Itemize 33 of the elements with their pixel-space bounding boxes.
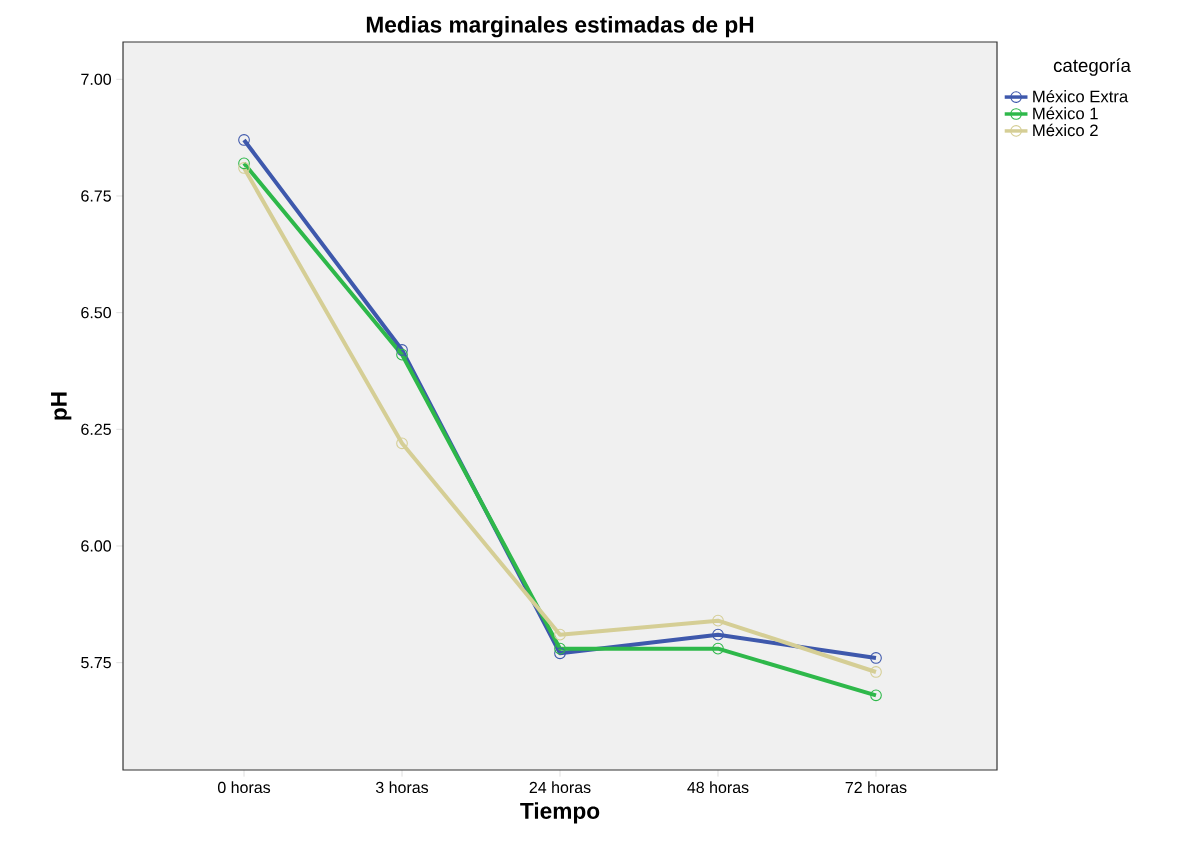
y-tick-label: 6.75	[81, 190, 111, 202]
legend-label: México Extra	[1033, 89, 1129, 103]
x-tick-label: 0 horas	[217, 781, 271, 794]
point	[870, 652, 882, 664]
point	[396, 348, 408, 361]
x-tick-label: 48 horas	[687, 781, 749, 794]
y-tick-label: 6.00	[81, 540, 112, 552]
point	[554, 642, 566, 655]
point	[712, 614, 724, 627]
point	[554, 647, 566, 660]
legend-title: categoría	[1053, 58, 1131, 76]
y-tick-label: 5.75	[81, 657, 111, 669]
x-axis-title: Tiempo	[520, 802, 600, 824]
legend-label: México 2	[1033, 123, 1098, 137]
x-tick-label: 24 horas	[529, 781, 591, 794]
x-tick-label: 72 horas	[845, 781, 907, 794]
y-tick-label: 7.00	[81, 73, 112, 85]
point	[238, 134, 250, 146]
point	[396, 437, 408, 450]
chart-title: Medias marginales estimadas de pH	[366, 16, 754, 38]
legend-label: México 1	[1033, 106, 1098, 120]
y-tick-label: 6.50	[81, 306, 112, 319]
point	[238, 162, 250, 174]
y-axis-title: pH	[51, 392, 72, 420]
point	[712, 642, 724, 655]
point	[554, 628, 566, 641]
point	[712, 628, 724, 641]
point	[396, 344, 408, 356]
point	[870, 689, 882, 702]
y-tick-label: 6.25	[81, 423, 111, 435]
point	[238, 157, 250, 170]
x-tick-label: 3 horas	[375, 781, 429, 794]
point	[870, 666, 882, 678]
